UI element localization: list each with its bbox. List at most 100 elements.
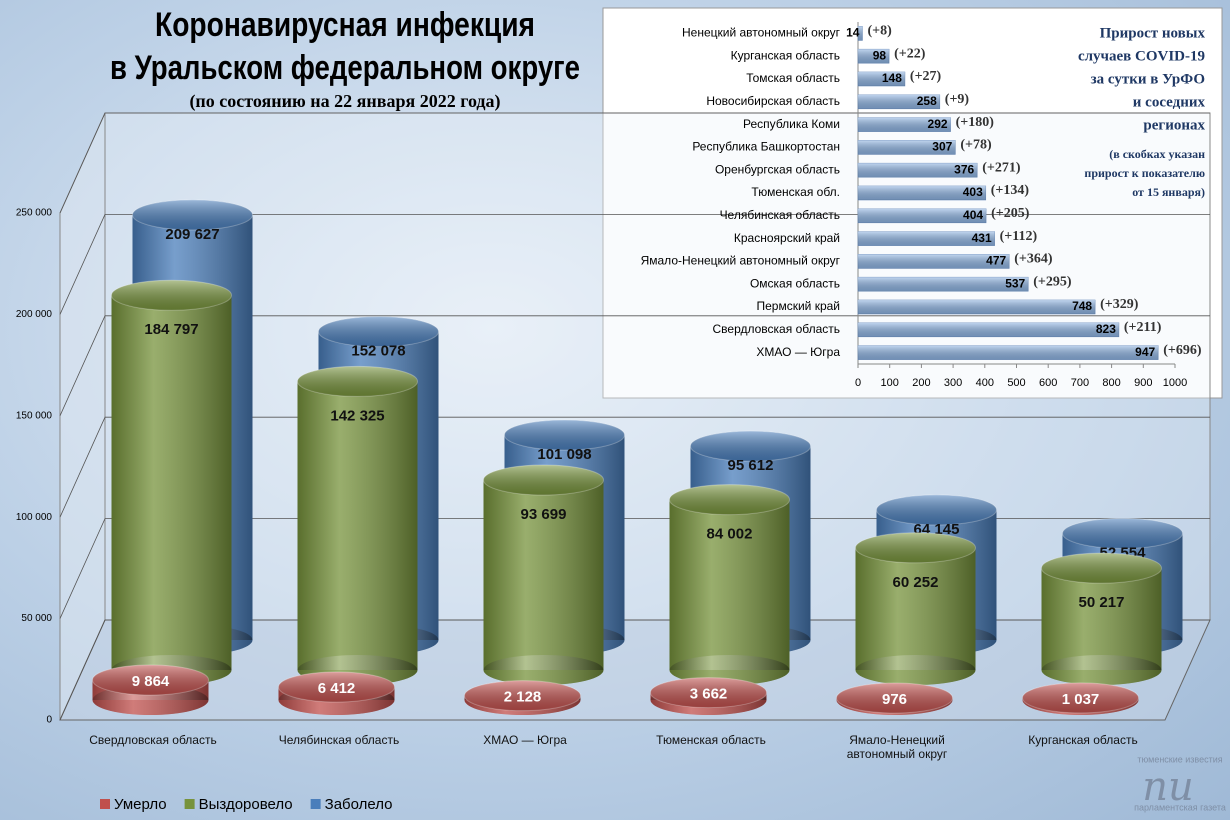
value-label: 477 [986,254,1006,268]
bar-shade [858,186,986,200]
x-tick-label: 400 [976,377,994,389]
inset-note: от 15 января) [1132,185,1205,199]
bar-shade [858,322,1119,337]
value-label: 60 252 [893,574,939,591]
bar-shade [858,163,978,178]
x-tick-label: 800 [1102,377,1120,389]
cylinder-top-shade [504,419,625,450]
increase-label: (+27) [910,69,942,84]
bar-shade [858,26,863,41]
cylinder-top-shade [318,316,439,347]
x-tick-label: 600 [1039,377,1057,389]
bar-shade [858,117,951,132]
grid-line [59,112,1210,214]
x-tick-label: 500 [1007,377,1025,389]
cylinder-top-shade [111,280,232,311]
cylinder-top-shade [836,683,953,714]
inset-note: прирост к показателю [1084,166,1205,180]
bar-shade [858,277,1029,292]
legend-swatch [184,799,195,809]
inset-title: и соседних [1133,94,1206,110]
value-label: 101 098 [537,446,591,463]
y-tick-label: Свердловская область [713,322,840,336]
cylinder-shade [669,499,790,670]
value-label: 947 [1135,345,1155,359]
increase-label: (+271) [982,160,1021,175]
cylinder-top-shade [132,199,253,230]
increase-label: (+134) [991,183,1030,198]
y-tick-label: 250 000 [16,208,53,219]
cylinder-top-shade [650,677,767,708]
x-tick-label: Свердловская область [89,733,217,747]
inset-title: за сутки в УрФО [1091,71,1205,87]
value-label: 376 [954,162,974,176]
value-label: 3 662 [690,686,728,703]
value-label: 98 [873,48,887,62]
x-tick-label: Тюменская область [656,733,766,747]
y-tick-label: Омская область [750,276,840,290]
increase-label: (+8) [867,24,892,39]
y-tick-label: Новосибирская область [706,94,840,108]
increase-label: (+9) [945,92,970,107]
legend-label: Заболело [325,796,393,813]
y-tick-label: Челябинская область [720,208,840,222]
inset-title: случаев COVID-19 [1078,48,1205,64]
increase-label: (+78) [960,138,992,153]
y-tick-label: Ямало-Ненецкий автономный округ [641,254,841,268]
legend-label: Выздоровело [199,796,293,813]
increase-label: (+211) [1124,320,1162,335]
grid-line [59,619,1210,721]
value-label: 258 [917,94,937,108]
title: в Уральском федеральном округе [110,49,580,87]
cylinder-top-shade [855,532,976,563]
bar-shade [858,72,905,86]
side-wall [59,112,106,721]
increase-label: (+329) [1100,297,1139,312]
value-label: 403 [963,185,983,199]
bar-shade [858,345,1159,360]
cylinder-top-shade [876,494,997,525]
bar-shade [858,254,1010,269]
y-tick-label: Республика Коми [743,117,840,131]
cylinder-top-shade [1041,553,1162,584]
inset-note: (в скобках указан [1109,147,1205,161]
cylinder-bottom-shade [483,655,604,685]
value-label: 976 [882,691,907,708]
cylinder-top-shade [278,671,395,702]
x-tick-label: ХМАО — Югра [483,733,567,747]
value-label: 209 627 [165,226,219,243]
cylinder-top-shade [1022,682,1139,713]
bar-shade [858,231,995,246]
x-tick-label: 0 [855,377,861,389]
y-tick-label: 0 [46,715,52,726]
x-tick-label: Ямало-Ненецкий автономный округ [846,733,948,761]
cylinder-bottom-shade [669,655,790,685]
value-label: 1 037 [1062,691,1100,708]
cylinder-top-shade [669,484,790,515]
y-tick-label: 50 000 [21,613,52,624]
y-tick-label: Пермский край [756,299,840,313]
y-tick-label: Республика Башкортостан [692,140,840,154]
y-tick-label: Ненецкий автономный округ [682,26,841,40]
value-label: 431 [972,231,992,245]
bar-shade [858,208,987,223]
x-tick-label: 700 [1071,377,1089,389]
x-tick-label: 300 [944,377,962,389]
cylinder-shade [1041,568,1162,670]
y-tick-label: 200 000 [16,309,53,320]
value-label: 184 797 [144,321,198,338]
grid-line [59,518,1210,619]
value-label: 95 612 [728,457,774,474]
value-label: 152 078 [351,343,405,360]
cylinder-shade [855,547,976,670]
cylinder-top-shade [1062,518,1183,549]
increase-label: (+205) [991,206,1030,221]
value-label: 9 864 [132,673,170,690]
y-tick-label: 100 000 [16,512,53,523]
grid-line [59,416,1210,518]
value-label: 2 128 [504,689,542,706]
x-tick-label: 200 [912,377,930,389]
value-label: 50 217 [1079,594,1125,611]
value-label: 537 [1005,276,1025,290]
